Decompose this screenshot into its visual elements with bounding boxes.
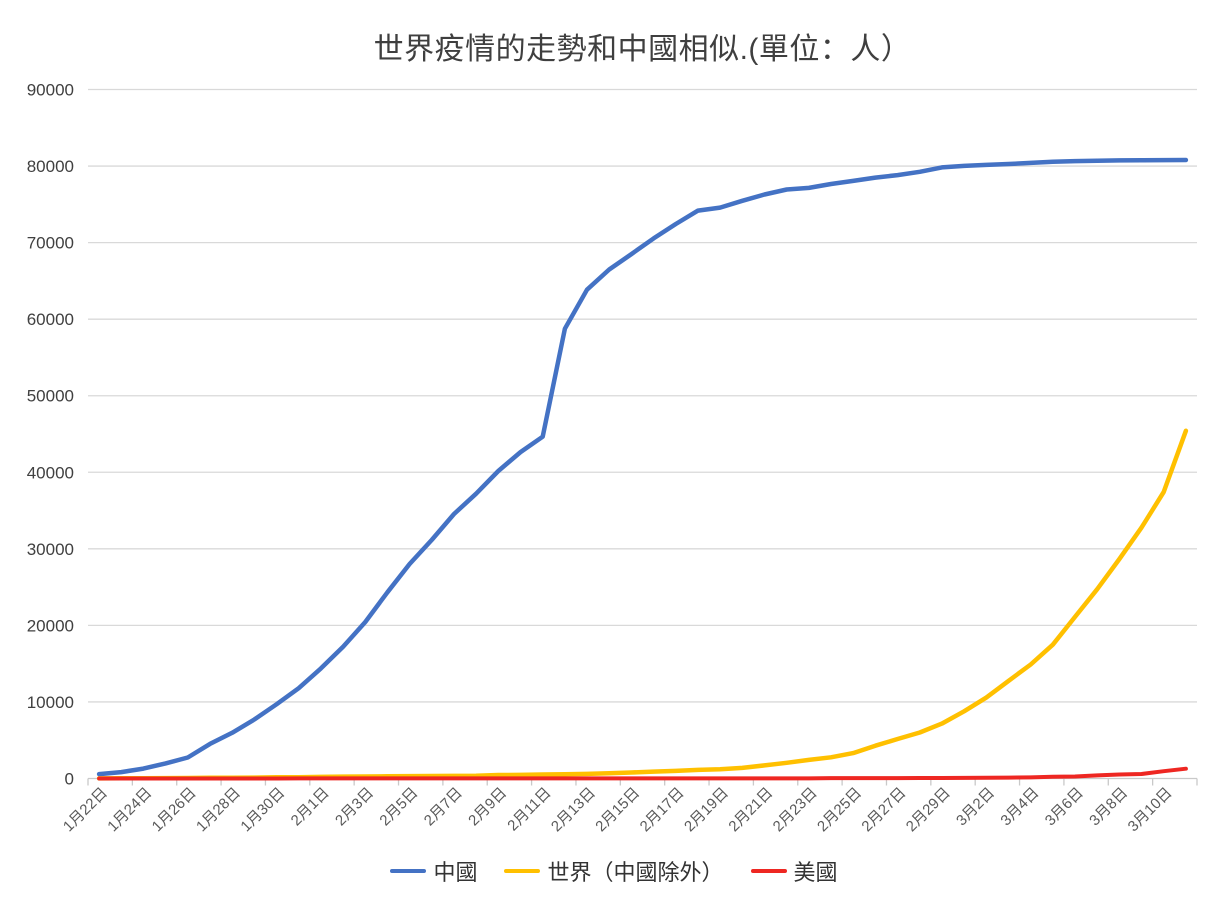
series-line-1 — [96, 428, 1189, 781]
chart-title: 世界疫情的走勢和中國相似.(單位：人） — [373, 33, 912, 66]
x-axis-label: 2月27日 — [858, 784, 909, 835]
x-axis-label: 2月1日 — [288, 784, 333, 829]
x-axis-label: 1月22日 — [60, 784, 111, 835]
x-axis-label: 2月11日 — [504, 784, 554, 834]
y-axis-label: 80000 — [27, 157, 74, 176]
series-line-2 — [97, 766, 1188, 781]
legend: 中國 世界（中國除外） 美國 — [0, 855, 1228, 887]
x-axis-label: 2月25日 — [814, 784, 865, 835]
y-axis-label: 70000 — [27, 234, 74, 253]
series-line-0 — [96, 157, 1189, 777]
y-axis-label: 40000 — [27, 463, 74, 482]
china-line-swatch-icon — [390, 868, 427, 874]
legend-item-china: 中國 — [390, 855, 477, 887]
y-axis-label: 90000 — [27, 81, 74, 100]
line-chart: 0 10000 20000 30000 40000 50000 60000 70000 8000… — [27, 81, 1198, 835]
usa-line-swatch-icon — [750, 868, 787, 874]
x-axis-label: 3月4日 — [997, 784, 1042, 829]
legend-label-china: 中國 — [433, 860, 478, 885]
legend-item-world-ex-china: 世界（中國除外） — [504, 855, 724, 887]
x-axis-label: 2月19日 — [681, 784, 732, 835]
y-axis-label: 30000 — [27, 540, 74, 559]
legend-label-world-ex-china: 世界（中國除外） — [547, 860, 724, 885]
x-axis-label: 2月5日 — [376, 784, 421, 829]
x-axis-label: 1月24日 — [104, 784, 155, 835]
x-axis-label: 1月26日 — [149, 784, 200, 835]
x-axis-label: 2月21日 — [725, 784, 776, 835]
x-axis-label: 2月3日 — [332, 784, 377, 829]
x-axis-label: 1月30日 — [237, 784, 288, 835]
x-axis-label: 2月15日 — [592, 784, 643, 835]
y-axis-label: 20000 — [27, 616, 74, 635]
x-axis-label: 2月23日 — [770, 784, 821, 835]
y-axis-label: 0 — [65, 770, 74, 789]
x-axis-label: 2月13日 — [548, 784, 599, 835]
x-axis-label: 3月2日 — [953, 784, 998, 829]
legend-item-usa: 美國 — [750, 855, 838, 887]
x-axis-label: 3月10日 — [1125, 784, 1176, 835]
world-line-swatch-icon — [504, 868, 541, 874]
x-axis-label: 3月6日 — [1042, 784, 1087, 829]
y-axis-label: 10000 — [27, 693, 74, 712]
x-axis-label: 2月29日 — [903, 784, 954, 835]
legend-label-usa: 美國 — [793, 860, 838, 885]
x-axis-label: 1月28日 — [193, 784, 244, 835]
x-axis-label: 2月17日 — [637, 784, 688, 835]
y-axis-label: 60000 — [27, 310, 74, 329]
x-axis-label: 2月7日 — [421, 784, 466, 829]
y-axis-label: 50000 — [27, 387, 74, 406]
